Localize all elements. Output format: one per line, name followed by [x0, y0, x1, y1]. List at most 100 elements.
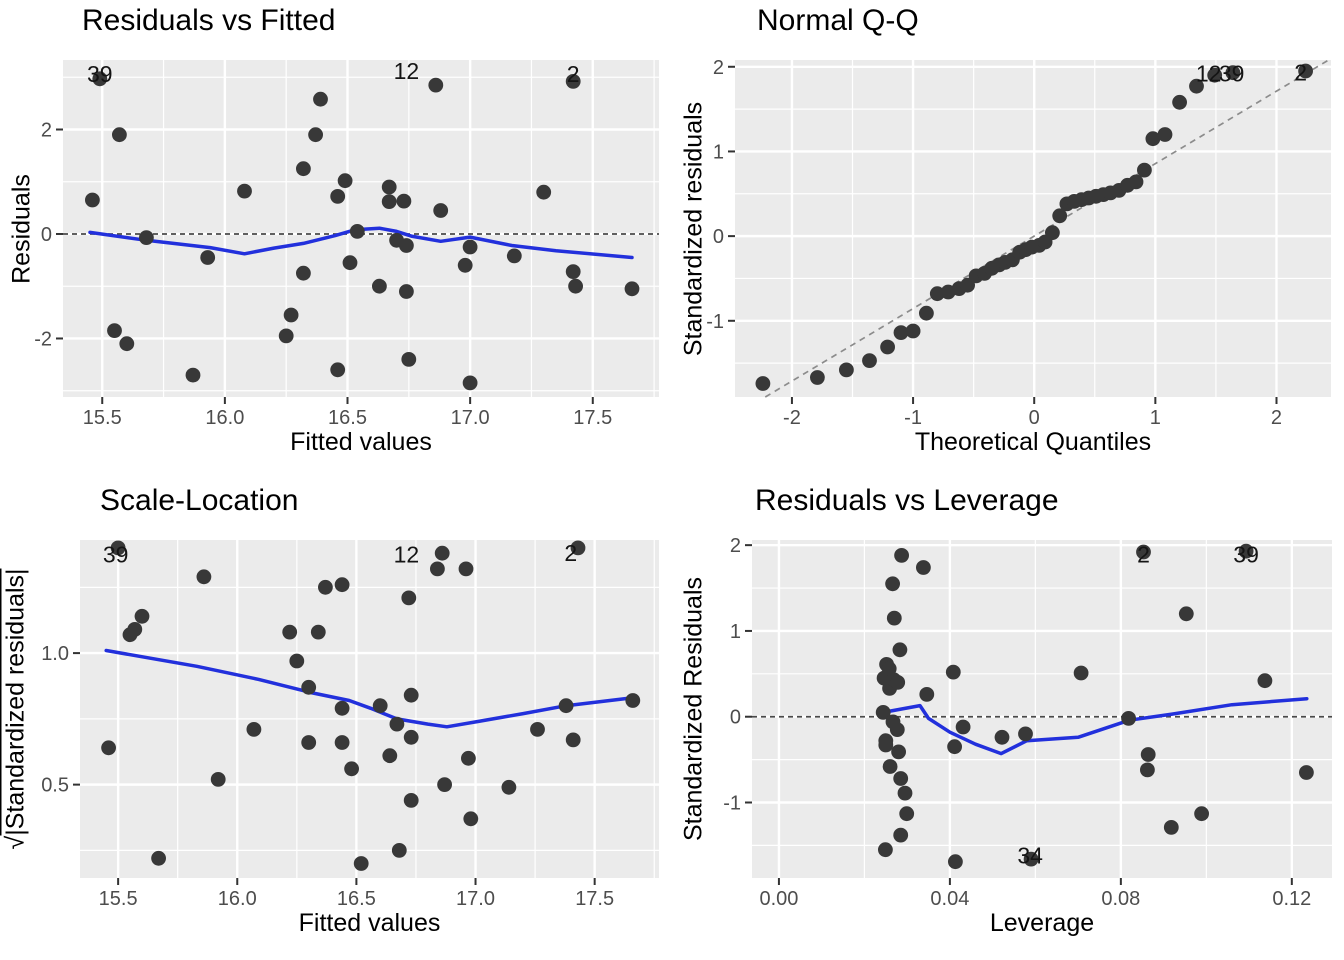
data-point: [862, 353, 877, 368]
x-tick-label: -2: [783, 407, 801, 429]
data-point: [565, 74, 581, 89]
x-tick-label: 17.0: [451, 407, 490, 429]
point-label: 2: [1137, 542, 1150, 568]
data-point: [893, 325, 909, 340]
data-point: [1023, 851, 1039, 867]
panel-residuals-vs-fitted: 39 12 2 15.5 16.0 16.5 17.0 17.5 -2 0 2 Residuals …: [0, 0, 672, 480]
data-point: [506, 248, 522, 264]
data-point: [318, 579, 333, 595]
data-point: [344, 761, 359, 777]
y-axis-title: Standardized Residuals: [679, 576, 708, 842]
data-point: [381, 194, 397, 210]
data-point: [955, 719, 971, 735]
data-point: [334, 577, 350, 593]
data-point: [1052, 208, 1068, 224]
data-point: [994, 729, 1010, 745]
data-point: [237, 183, 252, 199]
data-point: [1018, 726, 1033, 742]
data-point: [462, 375, 478, 391]
data-point: [1163, 820, 1179, 835]
panel-background: [735, 60, 1331, 397]
data-point: [886, 610, 902, 626]
data-point: [885, 576, 900, 592]
data-point: [119, 336, 135, 352]
data-point: [501, 779, 517, 795]
data-point: [110, 540, 126, 556]
x-tick-label: 15.5: [83, 407, 122, 429]
data-point: [308, 127, 323, 143]
data-point: [310, 624, 326, 640]
data-point: [433, 203, 449, 218]
data-point: [1189, 78, 1204, 94]
data-point: [875, 705, 891, 720]
data-point: [278, 328, 294, 344]
point-label: 12: [394, 542, 420, 568]
data-point: [565, 732, 581, 748]
x-tick-label: 1: [1150, 407, 1161, 429]
x-axis-title: Theoretical Quantiles: [914, 428, 1152, 456]
data-point: [889, 722, 905, 737]
data-point: [891, 744, 906, 760]
x-tick-label: 2: [1271, 407, 1282, 429]
data-point: [1225, 65, 1241, 81]
point-label: 2: [564, 540, 577, 566]
data-point: [92, 71, 108, 87]
data-point: [349, 224, 365, 239]
data-point: [878, 842, 893, 858]
y-tick-label: -1: [706, 311, 724, 333]
data-point: [185, 367, 201, 383]
data-point: [878, 737, 894, 753]
data-point: [893, 827, 909, 843]
data-point: [330, 362, 346, 378]
x-tick-label: 16.5: [328, 407, 367, 429]
point-label: 12: [394, 58, 420, 84]
y-tick-label: -2: [34, 328, 52, 350]
data-point: [882, 759, 898, 774]
x-tick-label: 0.04: [930, 888, 969, 910]
data-point: [897, 785, 913, 801]
data-point: [462, 239, 478, 255]
data-point: [457, 257, 473, 273]
x-tick-label: 15.5: [99, 888, 138, 910]
data-point: [342, 255, 358, 271]
y-tick-label: 0: [730, 707, 741, 729]
data-point: [139, 230, 154, 246]
x-tick-label: 16.0: [218, 888, 257, 910]
data-point: [894, 548, 909, 563]
data-point: [296, 161, 311, 177]
data-point: [127, 622, 143, 637]
data-point: [399, 284, 414, 299]
data-point: [282, 624, 298, 640]
data-point: [330, 189, 346, 204]
x-tick-label: 16.5: [337, 888, 376, 910]
data-point: [313, 91, 328, 107]
data-point: [403, 687, 419, 703]
x-tick-label: 17.5: [573, 407, 612, 429]
y-tick-label: 2: [41, 119, 52, 141]
data-point: [892, 642, 908, 658]
data-point: [1257, 673, 1273, 689]
data-point: [107, 323, 122, 338]
data-point: [881, 661, 897, 677]
data-point: [381, 179, 397, 195]
data-point: [112, 127, 127, 143]
data-point: [929, 286, 945, 302]
point-label: 39: [1233, 542, 1259, 568]
data-point: [85, 192, 100, 208]
y-axis-title: Standardized residuals: [679, 101, 708, 356]
data-point: [919, 305, 934, 321]
data-point: [289, 653, 305, 669]
point-label: 39: [103, 542, 129, 568]
x-tick-label: 0: [1029, 407, 1040, 429]
data-point: [463, 811, 479, 827]
data-point: [210, 772, 226, 787]
panel-title: Residuals vs Fitted: [82, 4, 336, 37]
data-point: [570, 540, 586, 556]
smooth-line: [88, 226, 634, 260]
y-tick-label: 1.0: [41, 643, 69, 665]
residuals-vs-fitted-plot-area: 39 12 2 15.5 16.0 16.5 17.0 17.5 -2 0 2: [34, 58, 659, 429]
data-point: [1140, 762, 1155, 778]
data-point: [334, 735, 350, 750]
data-point: [434, 545, 450, 561]
